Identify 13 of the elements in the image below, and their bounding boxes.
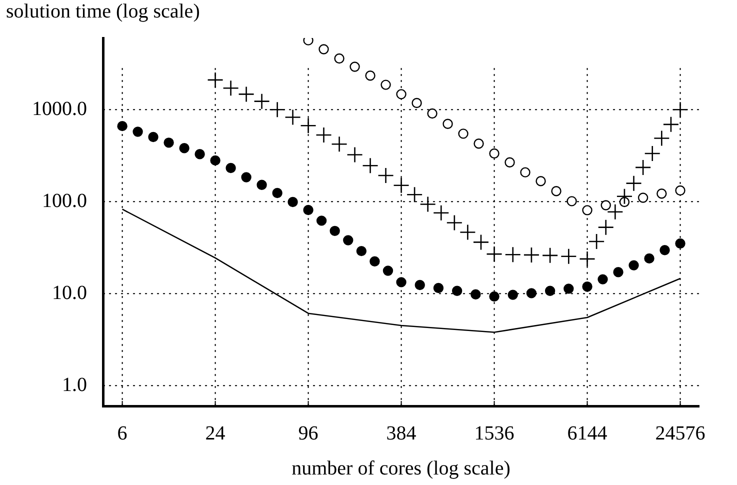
y-tick-label: 1000.0	[32, 98, 87, 120]
x-tick-label: 96	[298, 422, 318, 444]
x-tick-label: 6	[117, 422, 128, 444]
x-tick-label: 1536	[474, 422, 514, 444]
y-axis-title: solution time (log scale)	[6, 0, 200, 22]
x-tick-label: 24576	[655, 422, 706, 444]
x-tick-label: 24	[205, 422, 226, 444]
y-tick-label: 1.0	[62, 374, 87, 396]
y-tick-label: 10.0	[52, 282, 87, 304]
x-axis-title: number of cores (log scale)	[292, 457, 510, 480]
x-tick-label: 6144	[567, 422, 608, 444]
x-tick-label: 384	[386, 422, 416, 444]
y-tick-label: 100.0	[42, 190, 87, 212]
